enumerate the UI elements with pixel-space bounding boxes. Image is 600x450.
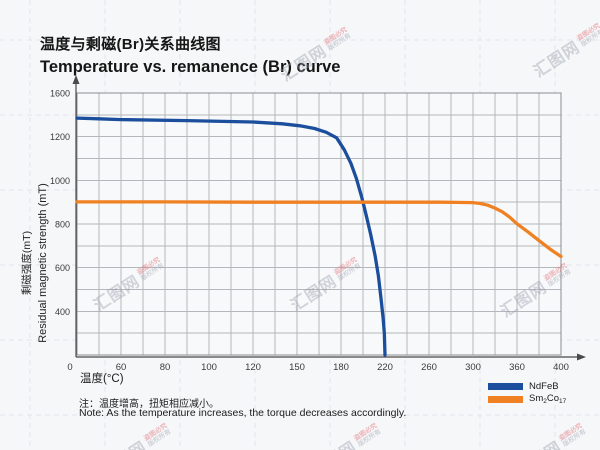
x-tick-label: 360: [509, 362, 525, 373]
x-tick-label: 300: [465, 362, 481, 373]
y-tick-label: 400: [55, 307, 70, 317]
x-tick-label: 120: [245, 362, 261, 373]
plot-border: [76, 92, 562, 356]
page-title-en: Temperature vs. remanence (Br) curve: [40, 58, 341, 76]
legend-label-sm2co17: Sm2Co17: [529, 393, 567, 405]
x-tick-label: 80: [160, 362, 171, 373]
x-tick-label: 60: [116, 362, 127, 373]
x-tick-label: 180: [333, 362, 349, 373]
x-tick-label: 400: [553, 362, 569, 373]
y-tick-label: 1000: [50, 176, 70, 186]
y-tick-label: 1200: [50, 132, 70, 142]
legend-item-sm2co17: Sm2Co17: [488, 393, 566, 405]
x-tick-label: 0: [67, 362, 72, 373]
x-tick-label: 260: [421, 362, 437, 373]
legend-swatch-ndfeb: [488, 382, 523, 390]
chart-legend: NdFeB Sm2Co17: [488, 380, 566, 406]
x-axis-arrow-icon: [577, 353, 586, 361]
note-en: Note: As the temperature increases, the …: [79, 407, 407, 419]
x-tick-label: 220: [377, 362, 393, 373]
y-tick-label: 1600: [50, 89, 70, 99]
legend-item-ndfeb: NdFeB: [488, 380, 566, 392]
note-zh: 注：温度增高，扭矩相应减小。: [79, 399, 219, 410]
x-axis-title: 温度(°C): [80, 373, 124, 385]
y-tick-label: 800: [55, 220, 70, 230]
y-axis-title: 剩磁强度(mT) Residual magnetic strength (mT): [19, 157, 53, 369]
x-tick-label: 150: [289, 362, 305, 373]
y-tick-label: 600: [55, 263, 70, 273]
legend-label-ndfeb: NdFeB: [529, 380, 559, 392]
legend-swatch-sm2co17: [488, 395, 523, 403]
x-tick-label: 100: [201, 362, 217, 373]
y-axis-title-zh: 剩磁强度(mT): [21, 230, 33, 296]
y-axis-title-en: Residual magnetic strength (mT): [37, 183, 49, 343]
series-line-sm2co17: [75, 200, 563, 259]
series-line-ndfeb: [75, 116, 387, 357]
page-title-zh: 温度与剩磁(Br)关系曲线图: [40, 36, 221, 53]
y-axis-arrow-icon: [72, 75, 80, 84]
